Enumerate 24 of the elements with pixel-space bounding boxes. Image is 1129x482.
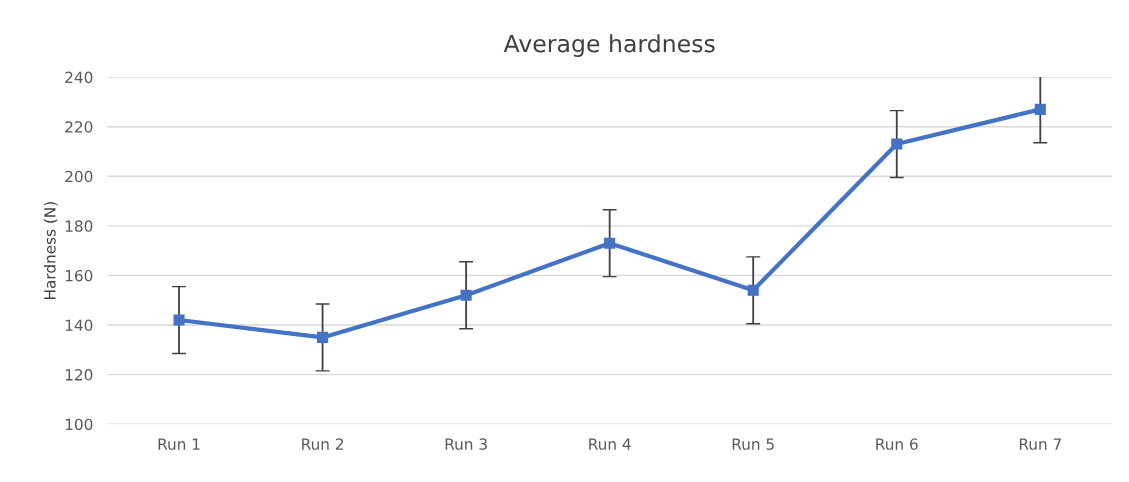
point	[460, 289, 472, 301]
point	[1034, 103, 1046, 115]
x-tick-label: Run 6	[876, 438, 918, 450]
chart-title: Average hardness	[503, 34, 715, 58]
x-tick-label: Run 4	[589, 438, 631, 450]
y-tick-label: 240	[65, 71, 93, 84]
y-tick-label: 120	[65, 369, 93, 381]
point	[891, 138, 903, 150]
x-tick-label: Run 2	[302, 438, 343, 450]
x-tick-label: Run 5	[732, 438, 774, 450]
x-tick-label: Run 3	[445, 438, 487, 450]
y-tick-label: 200	[65, 170, 93, 183]
point	[173, 314, 185, 326]
y-tick-label: 160	[65, 269, 93, 282]
y-tick-label: 180	[65, 220, 93, 232]
y-tick-label: 100	[65, 418, 93, 431]
point	[604, 237, 616, 249]
y-axis-title: Hardness (N)	[43, 202, 58, 300]
y-tick-label: 220	[65, 121, 93, 133]
y-tick-label: 140	[65, 319, 93, 332]
point	[317, 331, 329, 343]
x-tick-label: Run 7	[1019, 438, 1061, 450]
point	[747, 284, 759, 296]
x-tick-label: Run 1	[158, 438, 200, 450]
